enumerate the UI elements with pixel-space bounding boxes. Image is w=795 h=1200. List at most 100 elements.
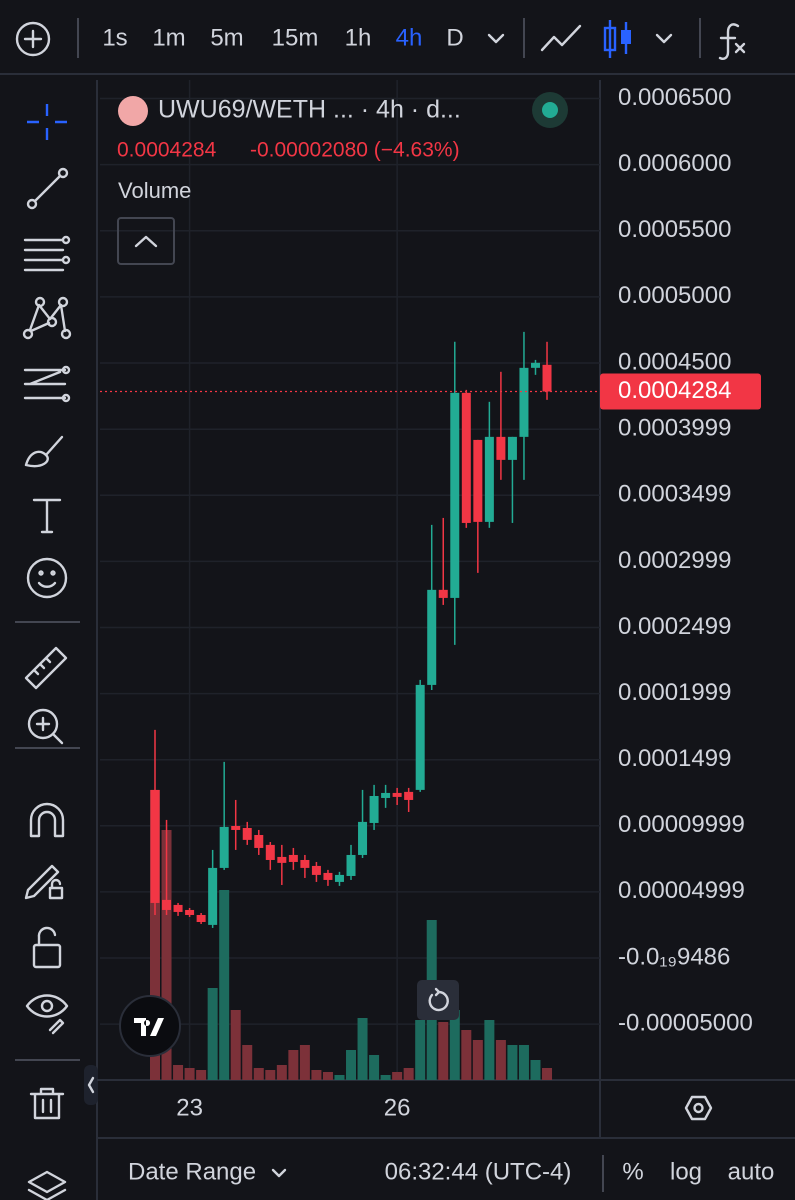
y-tick-label: 0.0004500: [618, 348, 731, 375]
last-price-box: [600, 373, 761, 410]
trendline-tool[interactable]: [26, 167, 69, 210]
layers-tool[interactable]: [27, 1170, 67, 1200]
lock-tool[interactable]: [32, 926, 62, 969]
interval-button[interactable]: 15m: [272, 24, 319, 51]
candle-body: [196, 914, 206, 922]
zoom-tool[interactable]: [27, 708, 64, 745]
volume-bar: [219, 890, 230, 1080]
candle-body: [450, 392, 460, 598]
y-tick-label: 0.0003999: [618, 415, 731, 442]
volume-bar: [495, 1040, 506, 1080]
candle-body: [288, 854, 298, 862]
volume-bar: [265, 1070, 276, 1080]
candle-body: [461, 392, 471, 523]
symbol-name[interactable]: UWU69/WETH ... · 4h · d...: [158, 96, 461, 124]
emoji-tool[interactable]: [26, 557, 68, 599]
left-toolbar: [15, 80, 98, 1200]
crosshair-tool[interactable]: [27, 104, 67, 140]
y-tick-label: 0.0001999: [618, 679, 731, 706]
fx-icon[interactable]: [718, 23, 746, 60]
chart-type-chevron[interactable]: [487, 33, 505, 44]
interval-button[interactable]: 1m: [152, 24, 185, 51]
volume-bar: [392, 1072, 403, 1080]
collapse-handle[interactable]: [84, 1065, 98, 1105]
candle-body: [150, 789, 160, 903]
visibility-tool[interactable]: [25, 994, 69, 1035]
volume-bar: [299, 1045, 310, 1080]
axis-settings-icon[interactable]: [684, 1095, 713, 1121]
y-tick-label: 0.0006000: [618, 150, 731, 177]
chevron[interactable]: [271, 1168, 287, 1178]
volume-bar: [184, 1068, 195, 1080]
y-tick-label: -0.00005000: [618, 1009, 753, 1036]
volume-bar: [415, 1020, 426, 1080]
indicators-icon[interactable]: [540, 24, 582, 52]
indicator-name[interactable]: Volume: [118, 178, 191, 203]
candle-body: [231, 826, 241, 830]
volume-bar: [542, 1068, 553, 1080]
candle-body: [173, 904, 183, 912]
y-tick-label: 0.0002499: [618, 613, 731, 640]
volume-bar: [403, 1068, 414, 1080]
y-tick-label: 0.00009999: [618, 811, 745, 838]
plot: [100, 80, 600, 1080]
reset-button[interactable]: [417, 980, 459, 1020]
candle-body: [358, 821, 368, 855]
y-tick-label: 0.0006500: [618, 84, 731, 111]
lock-drawing-tool[interactable]: [24, 864, 64, 900]
candle-body: [311, 865, 321, 875]
ruler-tool[interactable]: [24, 646, 68, 690]
y-tick-label: 0.00004999: [618, 877, 745, 904]
projection-tool[interactable]: [23, 365, 71, 403]
pattern-tool[interactable]: [22, 296, 72, 340]
scale-option[interactable]: auto: [728, 1158, 775, 1185]
volume-bar: [196, 1070, 207, 1080]
tradingview-logo: [119, 995, 181, 1057]
y-tick-label: 0.0001499: [618, 745, 731, 772]
top-toolbar: [0, 18, 795, 75]
interval-button[interactable]: 5m: [210, 24, 243, 51]
volume-bar: [530, 1060, 541, 1080]
interval-button[interactable]: 4h: [396, 24, 423, 51]
magnet-tool[interactable]: [29, 802, 65, 838]
candle-type-icon[interactable]: [603, 20, 631, 58]
volume-bar: [230, 1010, 241, 1080]
y-tick-label: -0.0₁₉9486: [618, 943, 730, 970]
y-tick-label: 0.0002999: [618, 547, 731, 574]
volume-bar: [484, 1020, 495, 1080]
candle-body: [208, 867, 218, 925]
add-symbol-button[interactable]: [15, 21, 51, 57]
candle-body: [185, 909, 195, 915]
interval-button[interactable]: D: [446, 24, 463, 51]
text-tool[interactable]: [32, 498, 62, 534]
candle-body: [427, 589, 437, 685]
clock[interactable]: 06:32:44 (UTC-4): [385, 1158, 572, 1185]
fib-tool[interactable]: [23, 235, 71, 272]
candle-body: [415, 684, 425, 790]
candle-body: [254, 834, 264, 848]
candle-body: [519, 367, 529, 437]
interval-button[interactable]: 1s: [102, 24, 127, 51]
delete-tool[interactable]: [29, 1087, 65, 1120]
brush-tool[interactable]: [24, 435, 64, 468]
collapse-arrow[interactable]: [87, 1076, 95, 1094]
volume-bar: [311, 1070, 322, 1080]
collapse-legend-button[interactable]: [117, 217, 175, 265]
candle-body: [334, 874, 344, 882]
interval-button[interactable]: 1h: [345, 24, 372, 51]
volume-bar: [380, 1075, 391, 1080]
chevron[interactable]: [655, 33, 673, 44]
candle-body: [507, 436, 517, 460]
scale-option[interactable]: %: [622, 1158, 643, 1185]
candle-body: [277, 856, 287, 863]
scale-option[interactable]: log: [670, 1158, 702, 1185]
volume-bar: [449, 1010, 460, 1080]
volume-bar: [507, 1045, 518, 1080]
candle-body: [219, 826, 229, 868]
date-range-button[interactable]: Date Range: [128, 1158, 256, 1185]
chevron-up[interactable]: [134, 235, 158, 248]
volume-bar: [346, 1050, 357, 1080]
volume-bar: [253, 1068, 264, 1080]
candle-body: [530, 362, 540, 368]
